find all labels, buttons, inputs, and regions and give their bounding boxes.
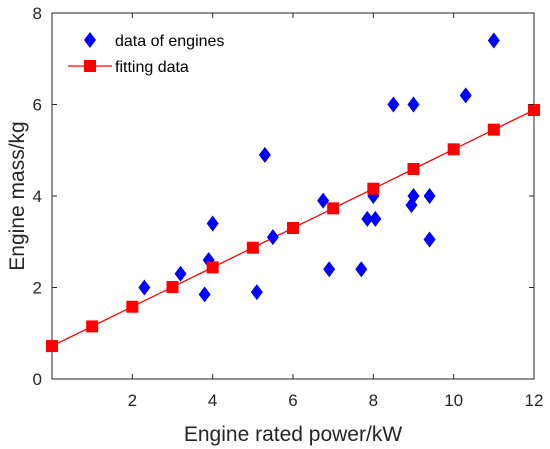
engine-data-point: [423, 188, 436, 204]
engine-data-point: [361, 210, 374, 227]
engine-data-point: [198, 286, 211, 303]
engine-data-point: [423, 231, 436, 248]
legend-diamond-marker: [84, 32, 96, 48]
y-tick-label: 8: [33, 4, 42, 23]
engine-data-point: [317, 192, 330, 209]
fitting-data-point: [327, 202, 340, 215]
legend: data of engines fitting data: [60, 22, 260, 84]
engine-data-point: [258, 146, 271, 163]
y-axis-label: Engine mass/kg: [6, 121, 29, 270]
engine-data-point: [250, 284, 263, 301]
legend-label-fitting-data: fitting data: [115, 59, 189, 76]
series-layer: [46, 32, 540, 353]
engine-data-point: [174, 265, 187, 282]
engine-data-point: [323, 261, 336, 278]
legend-square-marker: [84, 60, 96, 72]
fitting-data-point: [287, 222, 299, 235]
y-tick-label: 4: [33, 187, 42, 206]
fitting-data-point: [407, 163, 420, 176]
engine-data-point: [487, 32, 500, 49]
y-tick-label: 6: [33, 96, 42, 115]
engine-data-point: [266, 229, 279, 246]
fitting-data-point: [166, 281, 179, 294]
fitting-data-point: [86, 320, 99, 333]
fitting-data-point: [246, 241, 259, 254]
fitting-data-point: [447, 143, 460, 156]
x-tick-label: 8: [369, 391, 378, 410]
engine-data-point: [206, 215, 219, 232]
fitting-data-point: [487, 123, 500, 136]
engine-data-point: [138, 279, 151, 296]
engine-data-point: [407, 96, 420, 113]
legend-box: [60, 22, 260, 84]
y-tick-label: 2: [33, 279, 42, 298]
fitting-data-point: [206, 261, 219, 274]
fitting-data-point: [528, 103, 540, 116]
x-tick-label: 4: [208, 391, 217, 410]
x-tick-label: 12: [525, 391, 544, 410]
engine-data-point: [369, 210, 382, 227]
x-tick-label: 2: [128, 391, 137, 410]
engine-data-point: [355, 261, 368, 278]
fitting-data-point: [367, 182, 380, 195]
engine-data-point: [407, 188, 420, 204]
x-axis-label: Engine rated power/kW: [184, 423, 402, 446]
ticks-layer: 2 4 6 8 10 12 0 2 4 6 8: [33, 4, 544, 410]
legend-label-data-of-engines: data of engines: [115, 33, 224, 50]
x-tick-label: 10: [444, 391, 463, 410]
fitting-data-point: [46, 340, 58, 353]
y-tick-label: 0: [33, 370, 42, 389]
engine-data-point: [459, 87, 472, 104]
engine-data-point: [387, 96, 400, 113]
fitting-data-point: [126, 300, 139, 313]
x-tick-label: 6: [288, 391, 297, 410]
